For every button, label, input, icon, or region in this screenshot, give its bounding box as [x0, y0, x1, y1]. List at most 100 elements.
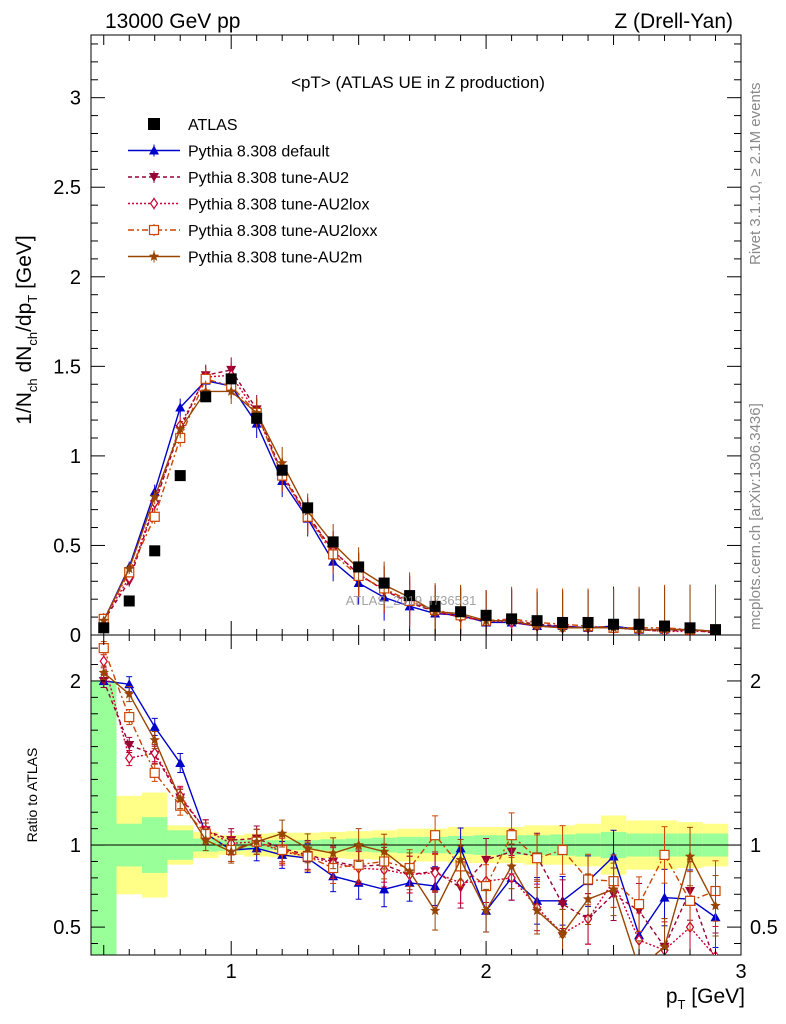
y-tick-label: 1.5 — [53, 356, 81, 378]
ratio-tick-label-left: 1 — [70, 835, 81, 857]
data-point — [174, 470, 186, 482]
chart-title: <pT> (ATLAS UE in Z production) — [291, 73, 545, 92]
marker-square-filled — [148, 118, 160, 130]
marker-star — [149, 491, 160, 502]
data-point — [276, 464, 288, 476]
data-point — [633, 618, 645, 630]
header-right: Z (Drell-Yan) — [614, 10, 733, 33]
marker-triangle-up — [175, 402, 186, 412]
rivet-version-label: Rivet 3.1.10, ≥ 2.1M events — [747, 83, 764, 266]
marker-square — [531, 853, 543, 864]
legend-entry-label: Pythia 8.308 tune-AU2lox — [188, 197, 369, 214]
ratio-tick-label-right: 2 — [750, 671, 761, 693]
marker-triangle-up — [124, 679, 135, 689]
marker-triangle-up — [149, 145, 159, 155]
data-point — [582, 616, 594, 628]
marker-star — [175, 423, 186, 434]
marker-triangle-down — [711, 959, 721, 968]
marker-star — [684, 851, 696, 861]
marker-triangle-up — [175, 758, 186, 767]
marker-star — [200, 385, 211, 396]
marker-star — [276, 828, 288, 838]
marker-star — [429, 905, 441, 916]
marker-square — [684, 895, 696, 906]
marker-triangle-down — [557, 900, 568, 910]
marker-star — [710, 900, 721, 911]
marker-diamond — [430, 866, 440, 879]
marker-diamond — [150, 747, 159, 760]
marker-star — [251, 407, 262, 418]
data-point — [557, 616, 569, 628]
data-point — [506, 613, 518, 625]
marker-star — [353, 839, 364, 850]
marker-star — [659, 941, 670, 952]
marker-star — [148, 251, 160, 261]
marker-square — [633, 899, 645, 910]
data-point — [404, 590, 416, 602]
marker-square — [659, 849, 670, 860]
data-point — [302, 502, 314, 514]
x-tick-label: 3 — [735, 961, 746, 983]
marker-star — [531, 905, 543, 916]
data-point — [659, 620, 671, 632]
legend-entry-label: Pythia 8.308 tune-AU2 — [188, 170, 349, 187]
marker-star — [506, 860, 517, 871]
marker-star — [302, 842, 313, 853]
marker-triangle-up — [379, 884, 390, 894]
marker-square — [506, 830, 517, 841]
ratio-tick-label-left: 2 — [70, 671, 81, 693]
marker-triangle-up — [149, 721, 160, 731]
marker-square — [430, 830, 441, 841]
band-inner — [91, 680, 117, 955]
marker-triangle-down — [149, 173, 159, 182]
plot-frames — [90, 34, 742, 956]
legend-entry-label: Pythia 8.308 tune-AU2m — [188, 250, 362, 267]
data-point — [200, 391, 212, 403]
marker-star — [327, 847, 339, 858]
marker-star — [608, 883, 619, 894]
marker-star — [175, 793, 186, 804]
x-tick-label: 1 — [226, 961, 237, 983]
marker-star — [98, 615, 109, 626]
mcplots-reference-label: mcplots.cern.ch [arXiv:1306.3436] — [747, 403, 764, 630]
data-point — [480, 609, 492, 621]
data-point — [149, 545, 161, 557]
legend: ATLAS Pythia 8.308 default Pythia 8.308 tu… — [128, 117, 377, 267]
header-left: 13000 GeV pp — [105, 10, 240, 33]
data-point — [353, 561, 365, 573]
ratio-tick-label-right: 0.5 — [750, 917, 778, 939]
y-tick-label: 0.5 — [53, 535, 81, 557]
marker-star — [226, 385, 237, 396]
y-tick-label: 1 — [70, 446, 81, 468]
data-point — [684, 622, 696, 634]
marker-star — [124, 563, 135, 574]
marker-diamond — [149, 197, 159, 210]
marker-star — [455, 854, 466, 865]
ratio-panel-frame — [90, 634, 742, 956]
marker-triangle-down — [124, 740, 135, 750]
y-axis-label: 1/Nch dNch/dpT [GeV] — [13, 235, 40, 425]
marker-star — [404, 865, 415, 876]
data-point — [429, 600, 441, 612]
data-point — [123, 595, 135, 607]
y-tick-label: 2.5 — [53, 177, 81, 199]
ratio-tick-label-left: 0.5 — [53, 917, 81, 939]
marker-star — [480, 905, 492, 916]
marker-star — [149, 734, 160, 745]
data-point — [327, 536, 339, 548]
ratio-tick-label-right: 1 — [750, 835, 761, 857]
marker-star — [634, 963, 645, 973]
marker-diamond — [99, 655, 108, 668]
marker-square — [557, 844, 568, 856]
series-ratio-4 — [98, 665, 721, 973]
data-point — [608, 618, 620, 630]
marker-star — [226, 846, 237, 857]
data-point — [378, 577, 390, 589]
series-ratio-line — [103, 661, 716, 955]
legend-entry-label: ATLAS — [188, 117, 238, 134]
legend-entry-label: Pythia 8.308 tune-AU2loxx — [188, 223, 377, 240]
marker-star — [557, 928, 568, 939]
axes: 1 2 300.511.522.530.5 0.51 12 2 — [53, 35, 778, 983]
marker-star — [378, 846, 390, 857]
